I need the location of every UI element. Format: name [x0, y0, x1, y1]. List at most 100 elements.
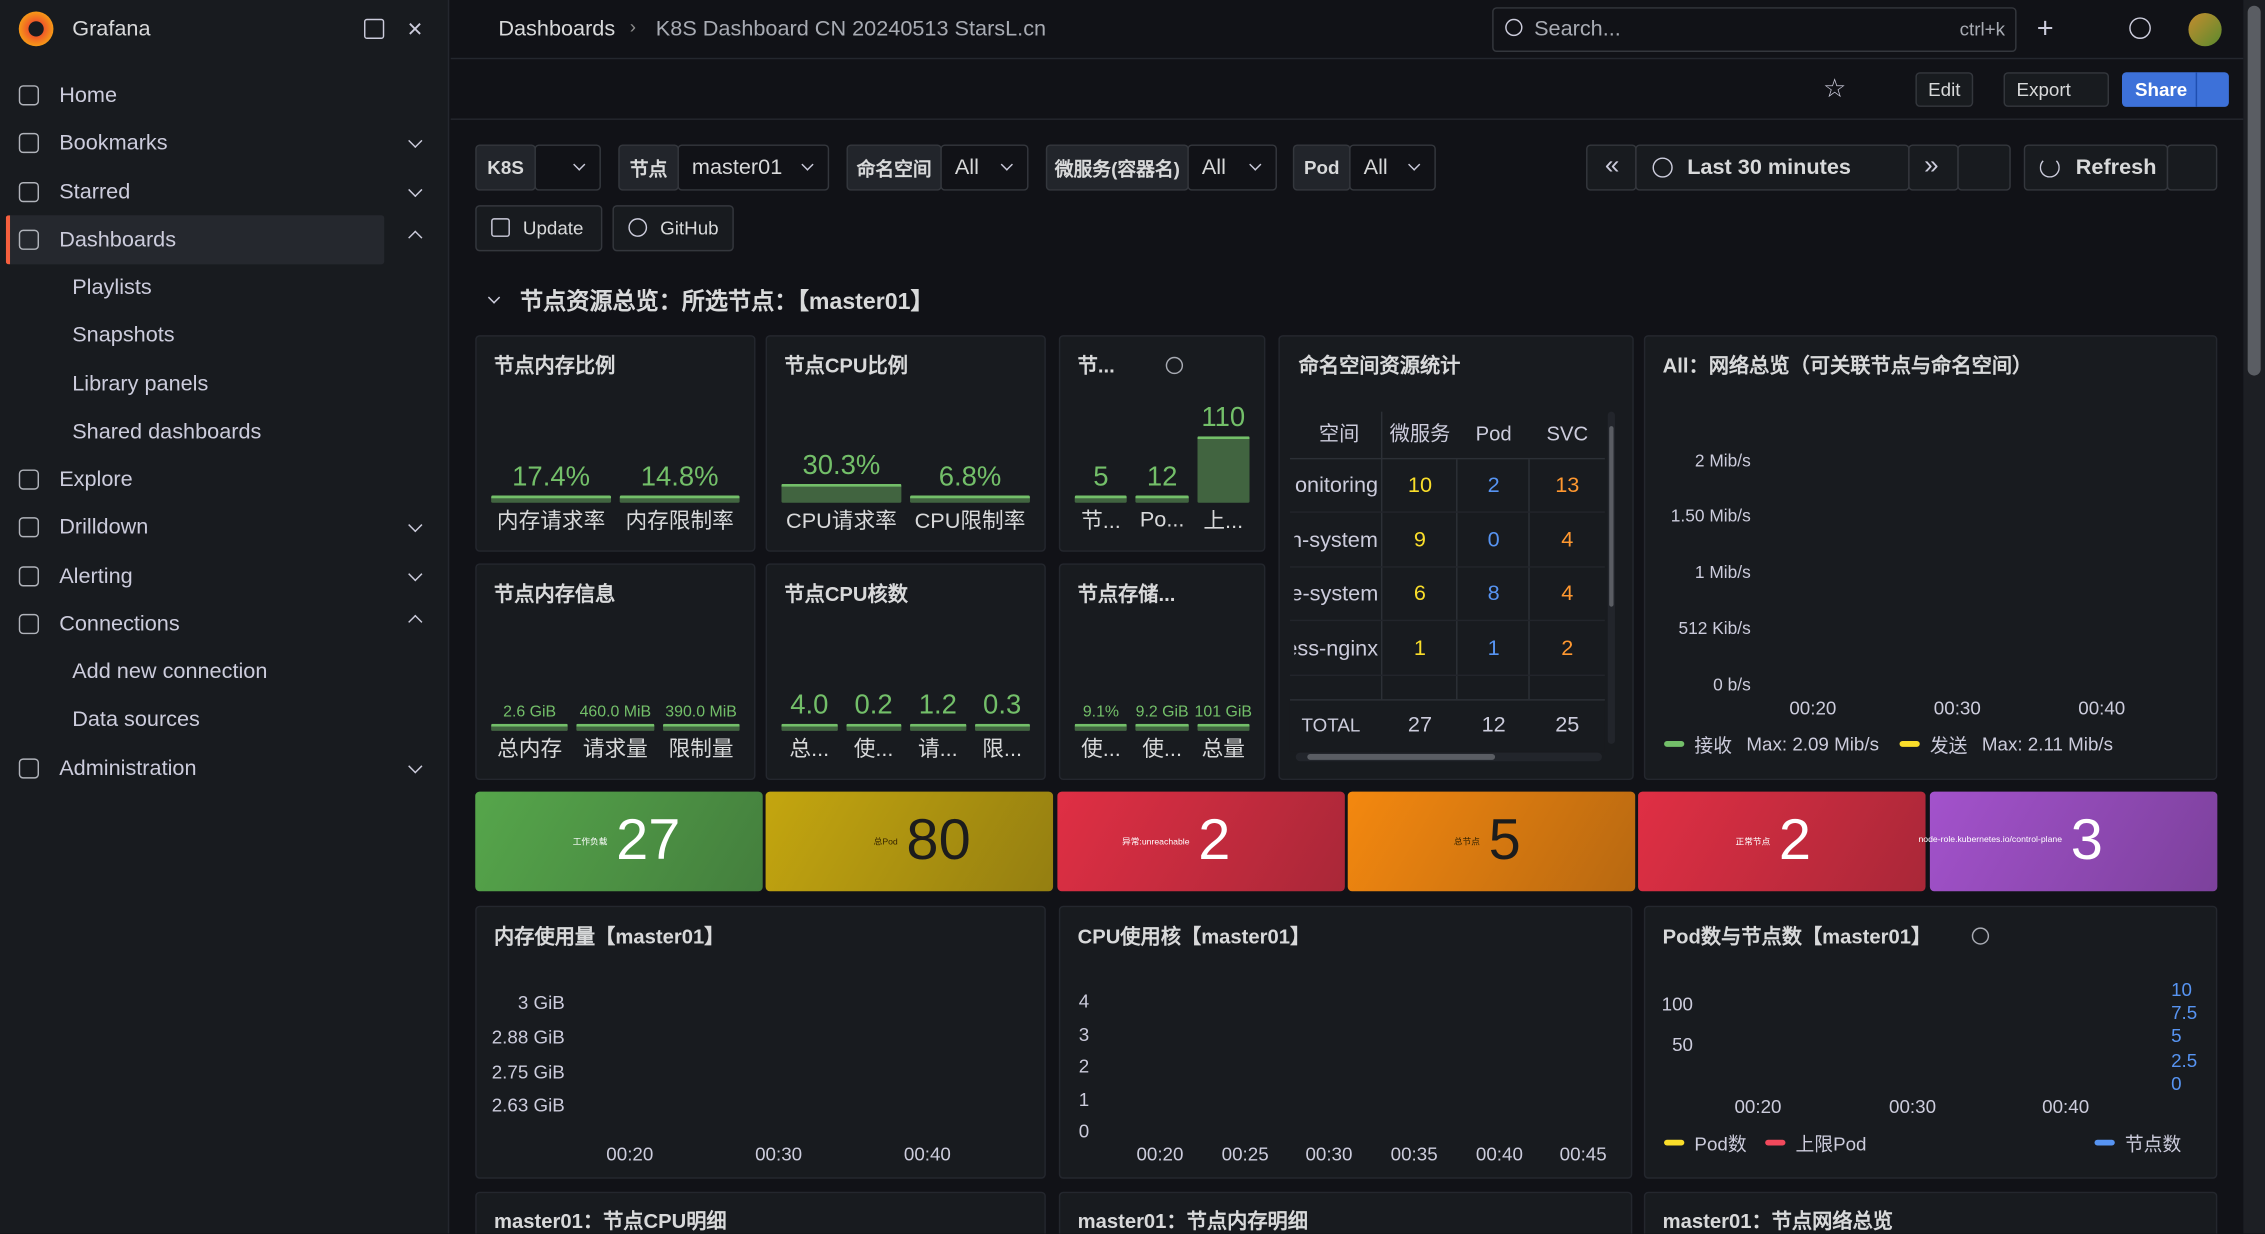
variable-select[interactable]	[1187, 144, 1277, 191]
row-line	[1289, 511, 1605, 513]
dock-icon[interactable]	[364, 18, 385, 40]
close-icon[interactable]: ×	[407, 14, 423, 44]
refresh-drop[interactable]	[2166, 144, 2218, 191]
shortcut: ctrl+k	[1959, 18, 2005, 40]
avatar[interactable]	[2188, 13, 2222, 47]
page-scroll-thumb	[2247, 5, 2261, 376]
gauge-label: 节...	[1081, 509, 1121, 534]
clock	[1652, 157, 1673, 178]
legend-stat: Max: 2.09 Mib/s	[1746, 733, 1879, 755]
x-tick-label: 00:20	[1789, 696, 1837, 719]
x-tick-label: 00:20	[1136, 1143, 1184, 1166]
col-line	[1380, 411, 1383, 752]
gauge-bar	[662, 723, 740, 731]
table-footer	[1289, 699, 1605, 752]
breadcrumb[interactable]: Dashboards	[498, 16, 616, 42]
gauge-bar	[910, 723, 966, 731]
table-total: TOTAL	[1301, 714, 1361, 736]
nav-subitem[interactable]: Library panels	[72, 371, 209, 396]
gauge-bar	[1135, 495, 1189, 503]
table-header[interactable]: SVC	[1546, 421, 1589, 445]
gauge-label: 总量	[1201, 737, 1245, 762]
scroll-thumb	[1609, 426, 1614, 607]
y-tick-label: 2 Mib/s	[1694, 450, 1751, 471]
nav-item[interactable]: Connections	[59, 611, 180, 636]
variable-select[interactable]	[677, 144, 830, 191]
x-tick-label: 00:40	[903, 1143, 951, 1166]
variable-label: 节点	[629, 158, 668, 180]
variable-select[interactable]	[940, 144, 1029, 191]
search[interactable]	[1492, 7, 2017, 53]
stat-tile	[475, 791, 763, 892]
panel-title: 节点存储...	[1077, 582, 1176, 606]
panel-title: CPU使用核【master01】	[1077, 924, 1311, 948]
zoom[interactable]	[1957, 144, 2011, 191]
table-header[interactable]: 微服务	[1389, 421, 1451, 445]
table-total: 12	[1481, 712, 1506, 738]
x-tick-label: 00:30	[1933, 696, 1981, 719]
x-tick-label: 00:20	[606, 1143, 654, 1166]
nav-subitem[interactable]: Shared dashboards	[72, 419, 262, 444]
y-tick-label: 50	[1672, 1033, 1693, 1056]
nav-icon	[18, 181, 40, 202]
legend-name: 节点数	[2124, 1133, 2182, 1155]
variable-select[interactable]	[534, 144, 601, 191]
edit-btn[interactable]	[1915, 72, 1974, 107]
gauge-bar	[1074, 723, 1128, 731]
export-btn[interactable]	[2003, 72, 2109, 107]
variable-value: All	[1363, 155, 1388, 180]
plus[interactable]: +	[2036, 13, 2054, 45]
time-picker[interactable]	[1635, 144, 1910, 191]
time-fwd[interactable]	[1908, 144, 1959, 191]
panel	[1643, 905, 2218, 1179]
panel-title: 内存使用量【master01】	[494, 924, 725, 948]
nav-item[interactable]: Starred	[59, 179, 131, 204]
nav-subitem[interactable]: Playlists	[72, 275, 152, 300]
nav-item[interactable]: Drilldown	[59, 515, 149, 540]
panel-title: master01：节点内存明细	[1077, 1209, 1309, 1233]
gauge-value: 30.3%	[802, 450, 881, 482]
nav-icon	[18, 229, 40, 250]
table-header[interactable]: 空间	[1318, 421, 1360, 445]
variable-select[interactable]	[1349, 144, 1436, 191]
nav-item[interactable]: Home	[59, 83, 118, 108]
gauge-bar	[1135, 723, 1189, 731]
variable-label: 微服务(容器名)	[1054, 158, 1180, 180]
help[interactable]	[2129, 17, 2151, 40]
gauge-label: CPU限制率	[914, 509, 1026, 534]
share-split	[2195, 72, 2198, 107]
legend-swatch	[1765, 1139, 1786, 1146]
stat-tile	[765, 791, 1054, 892]
stat-value: 2	[1198, 808, 1231, 872]
link-btn[interactable]	[475, 205, 603, 252]
nav-item[interactable]: Dashboards	[59, 227, 177, 252]
variable-label	[846, 144, 942, 191]
table-cell: kube-system	[1294, 581, 1379, 606]
nav-icon	[18, 85, 40, 106]
y-tick-label: 512 Kib/s	[1678, 618, 1751, 639]
nav-item[interactable]: Bookmarks	[59, 131, 168, 156]
share-btn[interactable]	[2121, 72, 2229, 107]
gauge-bar	[619, 495, 740, 503]
star[interactable]: ☆	[1822, 73, 1847, 103]
brand: Grafana	[72, 16, 151, 42]
nav-item[interactable]: Explore	[59, 467, 133, 492]
gauge-bar	[491, 723, 569, 731]
table-header[interactable]: Pod	[1475, 421, 1512, 445]
nav-subitem[interactable]: Add new connection	[72, 659, 268, 684]
nav-icon	[18, 517, 40, 538]
gauge-bar	[1197, 436, 1250, 503]
gauge-bar	[491, 495, 612, 503]
link-icon	[628, 218, 648, 237]
panel-title: Pod数与节点数【master01】	[1662, 924, 1932, 948]
active-item	[5, 214, 385, 264]
nav-item[interactable]: Alerting	[59, 563, 133, 588]
nav-subitem[interactable]: Data sources	[72, 707, 200, 733]
y-tick-label: 3 GiB	[517, 991, 565, 1014]
table-cell: 10	[1407, 473, 1433, 498]
table-cell: 4	[1561, 581, 1574, 606]
nav-subitem[interactable]: Snapshots	[72, 323, 175, 348]
table-cell: 8	[1487, 581, 1500, 606]
nav-item[interactable]: Administration	[59, 755, 197, 781]
table-head-line	[1289, 457, 1605, 460]
